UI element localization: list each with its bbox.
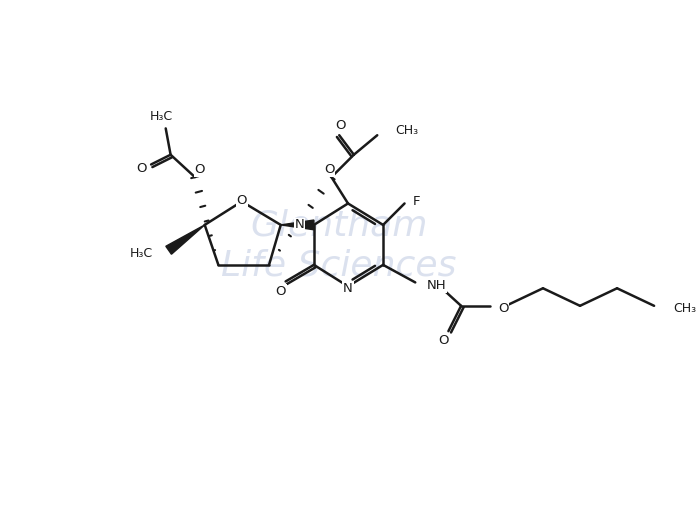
Text: O: O	[195, 163, 205, 176]
Text: O: O	[237, 194, 247, 207]
Text: O: O	[276, 284, 286, 297]
Text: O: O	[136, 162, 147, 175]
Text: F: F	[412, 195, 420, 208]
Text: NH: NH	[427, 279, 447, 292]
Text: CH₃: CH₃	[395, 124, 418, 137]
Text: O: O	[335, 119, 345, 132]
Text: O: O	[324, 163, 335, 176]
Text: O: O	[438, 334, 449, 347]
Text: Glentham
Life Sciences: Glentham Life Sciences	[221, 209, 457, 282]
Text: N: N	[343, 282, 353, 295]
Text: H₃C: H₃C	[149, 110, 173, 123]
Text: H₃C: H₃C	[130, 246, 153, 259]
Text: N: N	[294, 218, 304, 231]
Polygon shape	[166, 225, 205, 254]
Text: CH₃: CH₃	[674, 302, 696, 315]
Polygon shape	[280, 220, 314, 230]
Text: O: O	[498, 302, 509, 315]
